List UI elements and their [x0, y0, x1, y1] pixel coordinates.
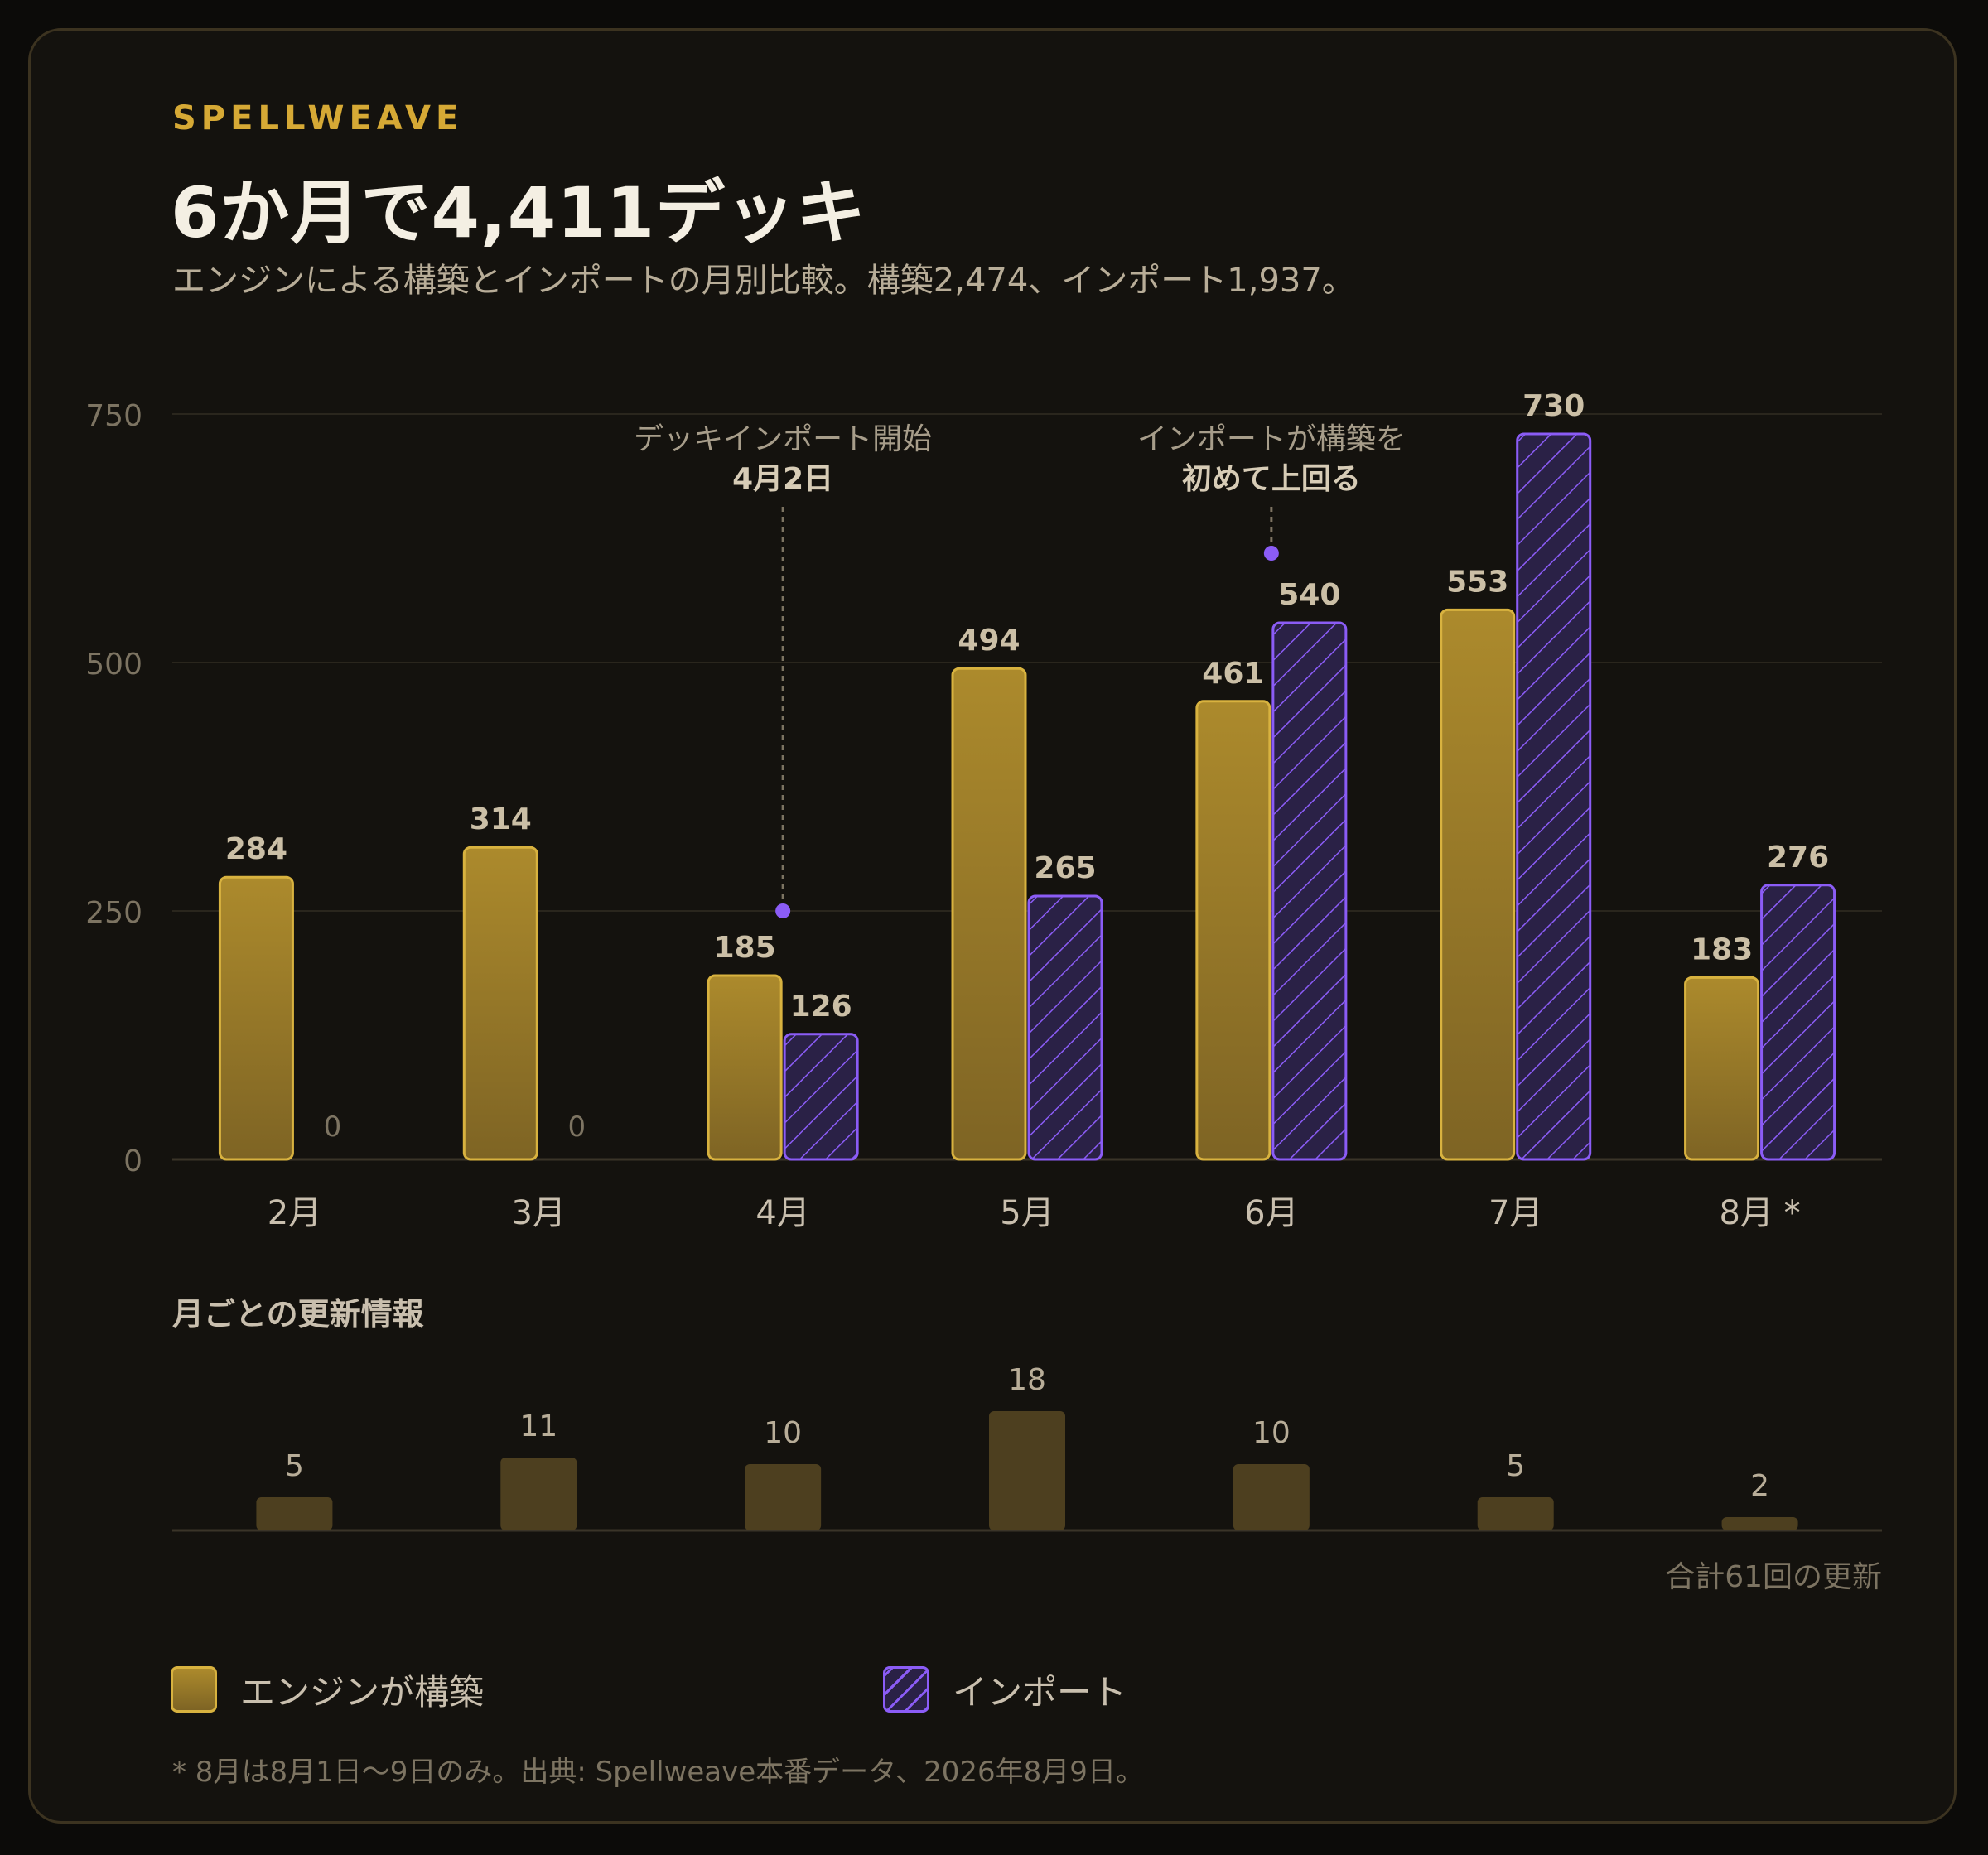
bar-built: [1440, 608, 1516, 1161]
y-tick-label: 500: [85, 648, 142, 682]
footnote: * 8月は8月1日〜9日のみ。出典: Spellweave本番データ、2026年…: [172, 1756, 1144, 1789]
update-bar: [745, 1464, 822, 1530]
update-count-label: 18: [1008, 1363, 1046, 1397]
update-bar: [256, 1497, 333, 1530]
update-bar: [1477, 1497, 1554, 1530]
data-label-built: 461: [1202, 657, 1264, 691]
update-count-label: 5: [285, 1449, 304, 1483]
data-label-built: 494: [958, 624, 1020, 658]
x-tick-label: 4月: [755, 1194, 809, 1232]
update-bar: [1233, 1464, 1310, 1530]
legend-swatch-built: [171, 1666, 217, 1713]
data-label-imported: 0: [324, 1111, 342, 1144]
legend-item-built: エンジンが構築: [171, 1665, 484, 1714]
update-count-label: 11: [519, 1409, 557, 1443]
x-tick-label: 2月: [268, 1194, 321, 1232]
data-label-imported: 540: [1278, 578, 1340, 612]
bar-built: [951, 667, 1027, 1161]
annotation-text: デッキインポート開始: [634, 422, 932, 456]
chart-title: 6か月で4,411デッキ: [171, 172, 867, 253]
bar-imported: [1516, 432, 1592, 1161]
y-tick-label: 250: [85, 896, 142, 930]
y-tick-label: 0: [123, 1144, 142, 1178]
data-label-built: 183: [1691, 932, 1753, 966]
grid-lines: 0 250 500 750: [85, 399, 1882, 1178]
annotation-text-strong: 4月2日: [732, 462, 833, 496]
annotation-marker: [1263, 546, 1279, 561]
data-label-imported: 126: [790, 990, 852, 1024]
legend-swatch-imported: [883, 1666, 929, 1713]
data-label-imported: 0: [567, 1111, 586, 1144]
update-count-label: 5: [1506, 1449, 1525, 1483]
data-label-built: 553: [1446, 565, 1508, 599]
legend-label-imported: インポート: [953, 1671, 1127, 1713]
x-tick-label: 6月: [1244, 1194, 1298, 1232]
updates-total: 合計61回の更新: [1665, 1560, 1882, 1594]
y-tick-label: 750: [85, 399, 142, 433]
updates-title: 月ごとの更新情報: [172, 1296, 424, 1332]
bar-imported: [1271, 621, 1348, 1161]
bars: 284 0 2月 314 0 3月 185 126 4月 494 265 5月 461 540 6月 553 7…: [218, 389, 1836, 1232]
data-label-built: 185: [714, 931, 776, 965]
data-label-imported: 276: [1767, 841, 1829, 874]
data-label-imported: 265: [1034, 851, 1096, 885]
bar-imported: [783, 1033, 859, 1161]
legend-item-imported: インポート: [883, 1665, 1127, 1714]
bar-built: [707, 974, 783, 1161]
update-bar: [1721, 1517, 1798, 1530]
x-tick-label: 5月: [1000, 1194, 1054, 1232]
data-label-imported: 730: [1522, 389, 1585, 423]
data-label-built: 284: [225, 832, 287, 866]
brand-label: SPELLWEAVE: [172, 99, 464, 137]
annotation-text: インポートが構築を: [1137, 422, 1406, 456]
chart-subtitle: エンジンによる構築とインポートの月別比較。構築2,474、インポート1,937。: [172, 262, 1355, 300]
update-bar: [989, 1411, 1065, 1530]
bar-built: [1195, 700, 1271, 1161]
data-label-built: 314: [470, 802, 532, 836]
update-count-label: 10: [764, 1416, 802, 1450]
bar-built: [1684, 976, 1760, 1161]
update-count-label: 2: [1750, 1469, 1769, 1503]
x-tick-label: 8月 *: [1719, 1194, 1800, 1232]
update-bar: [500, 1458, 577, 1530]
bar-built: [462, 846, 538, 1161]
bar-imported: [1027, 894, 1103, 1161]
updates-chart: 5 11 10 18 10 5 2: [172, 1363, 1882, 1532]
update-count-label: 10: [1252, 1416, 1291, 1450]
bar-built: [218, 875, 294, 1161]
bar-imported: [1760, 884, 1836, 1161]
x-tick-label: 3月: [512, 1194, 566, 1232]
x-tick-label: 7月: [1489, 1194, 1542, 1232]
annotation-marker: [775, 903, 791, 918]
annotation-text-strong: 初めて上回る: [1182, 462, 1361, 496]
legend-label-built: エンジンが構築: [240, 1671, 485, 1713]
